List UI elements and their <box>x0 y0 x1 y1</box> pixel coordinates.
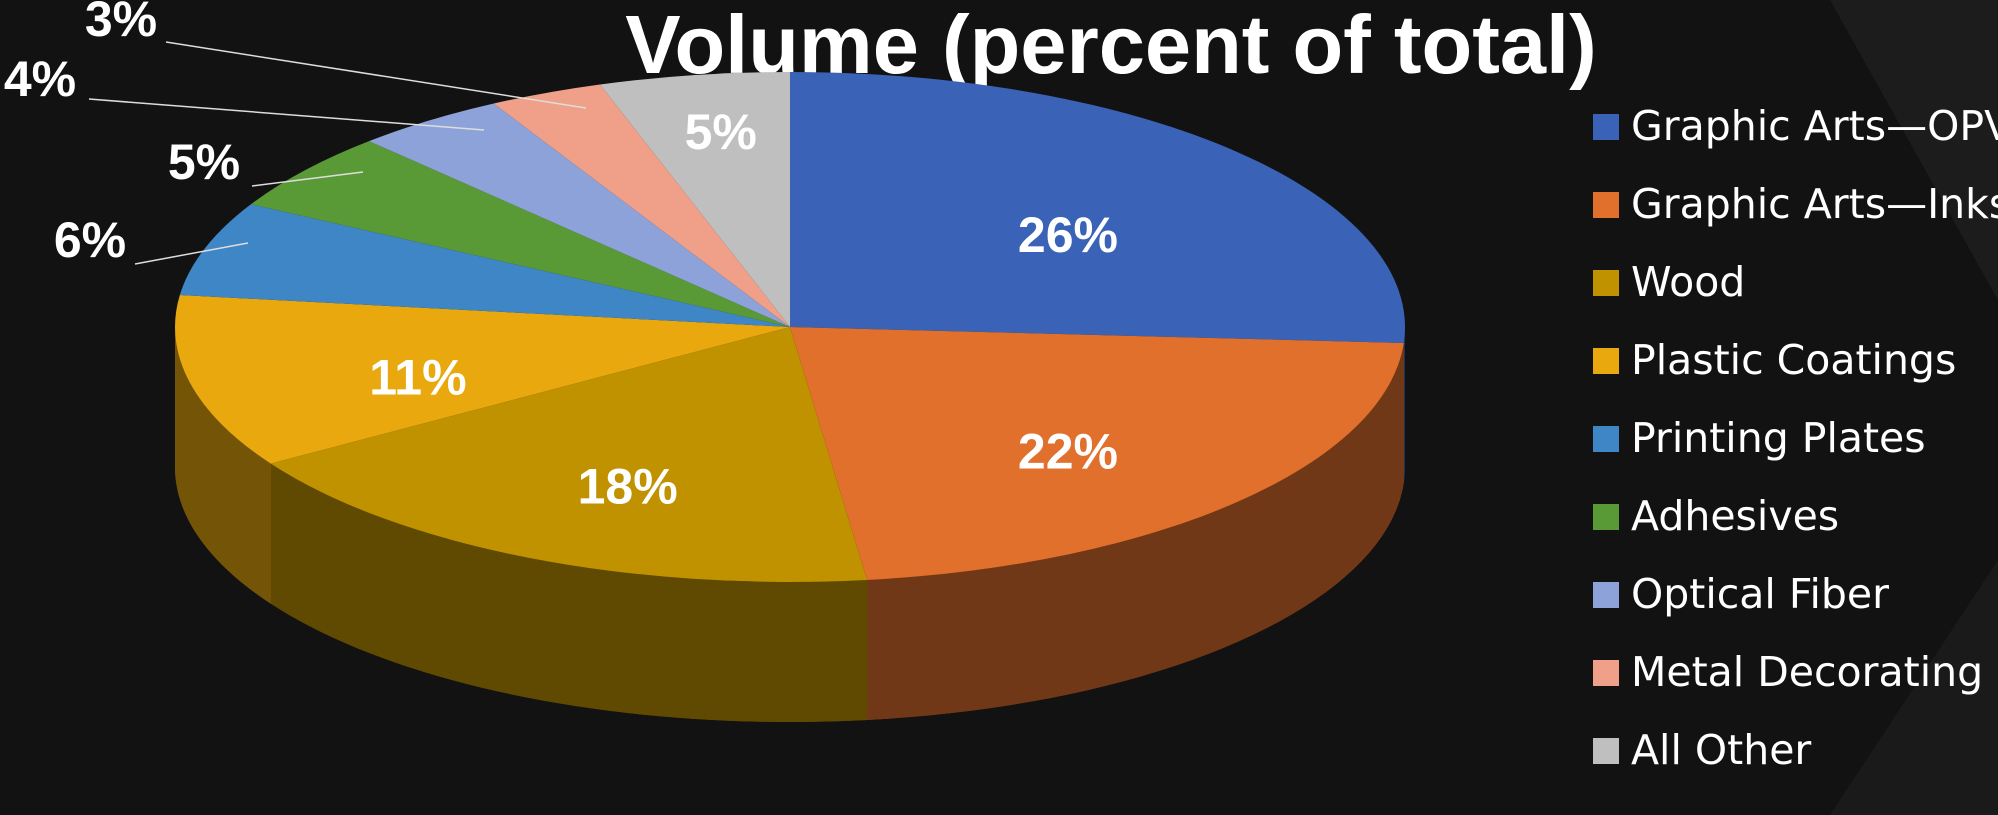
data-label: 22% <box>1018 423 1118 479</box>
data-label: 3% <box>85 0 157 47</box>
leader-line <box>134 242 249 265</box>
slice <box>369 103 790 327</box>
slice-side-shade <box>175 327 271 604</box>
legend-label: Printing Plates <box>1631 414 1926 462</box>
slice <box>174 295 790 464</box>
data-label: 11% <box>369 350 466 406</box>
slice <box>493 84 790 327</box>
leader-line <box>88 98 485 131</box>
slice <box>790 327 1404 580</box>
legend-swatch <box>1593 270 1619 296</box>
legend-swatch <box>1593 348 1619 374</box>
background-stripe <box>1830 560 1998 815</box>
slice-side-shade <box>867 343 1404 720</box>
legend-label: Graphic Arts—Inks <box>1631 180 1998 228</box>
legend-swatch <box>1593 582 1619 608</box>
legend-swatch <box>1593 660 1619 686</box>
legend-label: Plastic Coatings <box>1631 336 1956 384</box>
data-label: 6% <box>54 212 126 268</box>
slice-side-shade <box>1403 327 1405 484</box>
legend-swatch <box>1593 738 1619 764</box>
legend-swatch <box>1593 426 1619 452</box>
slice <box>179 204 790 327</box>
leader-line <box>165 41 587 109</box>
slice <box>790 72 1405 344</box>
data-label: 18% <box>578 458 678 514</box>
data-label: 4% <box>4 51 76 107</box>
data-label: 26% <box>1018 207 1118 263</box>
slice <box>270 327 868 582</box>
slice <box>599 72 790 327</box>
legend-label: Wood <box>1631 258 1745 306</box>
legend-swatch <box>1593 114 1619 140</box>
legend-swatch <box>1593 504 1619 530</box>
legend-label: Adhesives <box>1631 492 1839 540</box>
legend-label: All Other <box>1631 726 1811 774</box>
slice <box>251 141 790 327</box>
slice-side-shade <box>270 463 868 722</box>
legend-label: Graphic Arts—OPV <box>1631 102 1998 150</box>
background-stripe <box>1830 0 1998 300</box>
legend-label: Optical Fiber <box>1631 570 1889 618</box>
data-label: 5% <box>168 134 240 190</box>
legend-label: Metal Decorating <box>1631 648 1983 696</box>
legend-swatch <box>1593 192 1619 218</box>
data-label: 5% <box>685 104 757 160</box>
leader-line <box>251 171 364 187</box>
